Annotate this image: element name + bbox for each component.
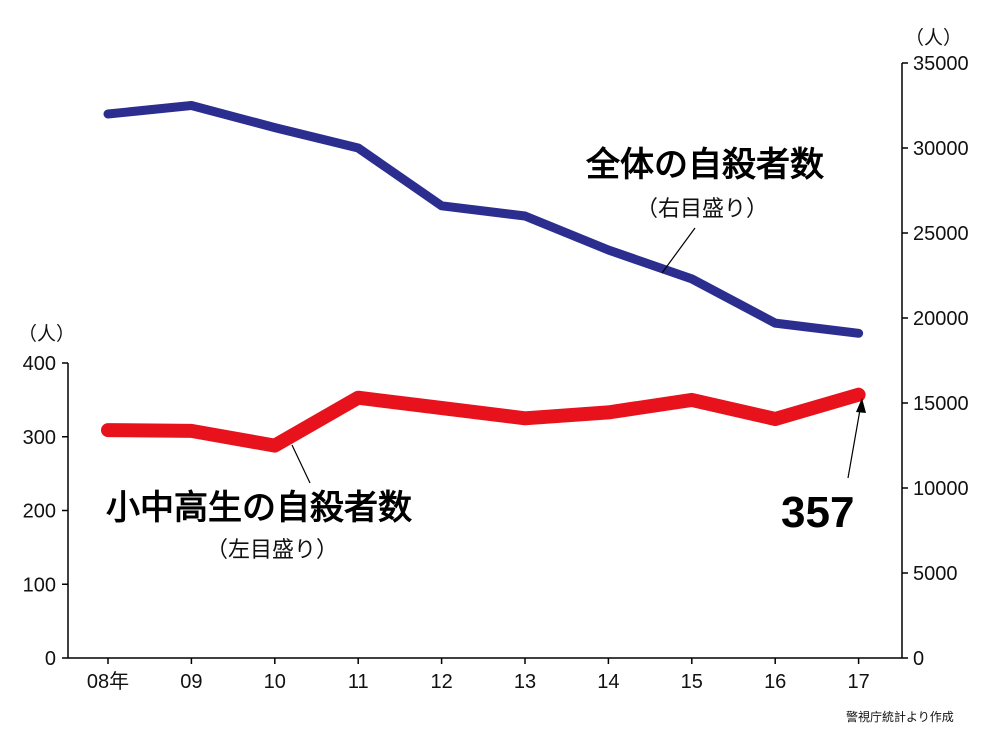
data-point xyxy=(524,417,526,420)
data-point xyxy=(107,113,109,115)
data-point xyxy=(524,215,526,217)
data-point xyxy=(857,393,860,396)
x-tick-label: 11 xyxy=(348,671,369,693)
right-axis-unit: （人） xyxy=(905,27,962,49)
x-tick-label: 12 xyxy=(430,671,452,693)
callout-arrowhead xyxy=(856,398,866,413)
data-point xyxy=(857,332,860,335)
data-point xyxy=(190,104,193,107)
right-tick-label: 0 xyxy=(913,648,924,670)
right-tick-label: 30000 xyxy=(913,138,969,160)
series-line-total xyxy=(103,101,864,338)
source-note: 警視庁統計より作成 xyxy=(846,709,954,724)
leader-line-students xyxy=(291,444,311,484)
series-label-total: 全体の自殺者数 xyxy=(585,145,824,185)
right-tick-label: 20000 xyxy=(913,308,969,330)
leader-line-total xyxy=(661,227,696,274)
callout-latest-value: 357 xyxy=(781,488,854,537)
right-tick-label: 35000 xyxy=(913,53,969,75)
data-point xyxy=(107,429,109,432)
data-point xyxy=(273,444,276,447)
data-point xyxy=(774,322,777,325)
series-line-students xyxy=(101,387,866,453)
data-point xyxy=(607,411,610,414)
x-tick-label: 15 xyxy=(681,671,703,693)
left-tick-label: 0 xyxy=(45,648,56,670)
left-tick-label: 200 xyxy=(23,501,56,523)
callout-arrow xyxy=(847,403,862,479)
left-axis-unit: （人） xyxy=(18,323,75,345)
series-label-students: 小中高生の自殺者数 xyxy=(106,488,412,528)
left-tick-label: 300 xyxy=(23,427,56,449)
series-note-total: （右目盛り） xyxy=(636,197,768,222)
data-point xyxy=(607,249,610,251)
data-point xyxy=(273,126,276,129)
right-tick-label: 25000 xyxy=(913,223,969,245)
data-point xyxy=(690,277,693,280)
right-tick-label: 10000 xyxy=(913,478,969,500)
x-tick-label: 08年 xyxy=(87,670,129,693)
data-point xyxy=(440,406,443,409)
data-point xyxy=(690,398,693,401)
data-point xyxy=(357,147,360,149)
data-point xyxy=(357,396,360,399)
x-tick-label: 17 xyxy=(847,671,869,693)
x-tick-label: 14 xyxy=(597,671,619,693)
x-tick-label: 16 xyxy=(764,671,786,693)
left-tick-label: 100 xyxy=(23,574,56,596)
right-tick-label: 15000 xyxy=(913,393,969,415)
left-tick-label: 400 xyxy=(23,353,56,375)
data-point xyxy=(190,429,193,432)
x-tick-label: 13 xyxy=(514,671,536,693)
data-point xyxy=(440,204,443,207)
x-tick-label: 09 xyxy=(180,671,202,693)
series-note-students: （左目盛り） xyxy=(206,538,338,563)
data-point xyxy=(774,418,777,421)
right-tick-label: 5000 xyxy=(913,563,958,585)
x-tick-label: 10 xyxy=(264,671,286,693)
